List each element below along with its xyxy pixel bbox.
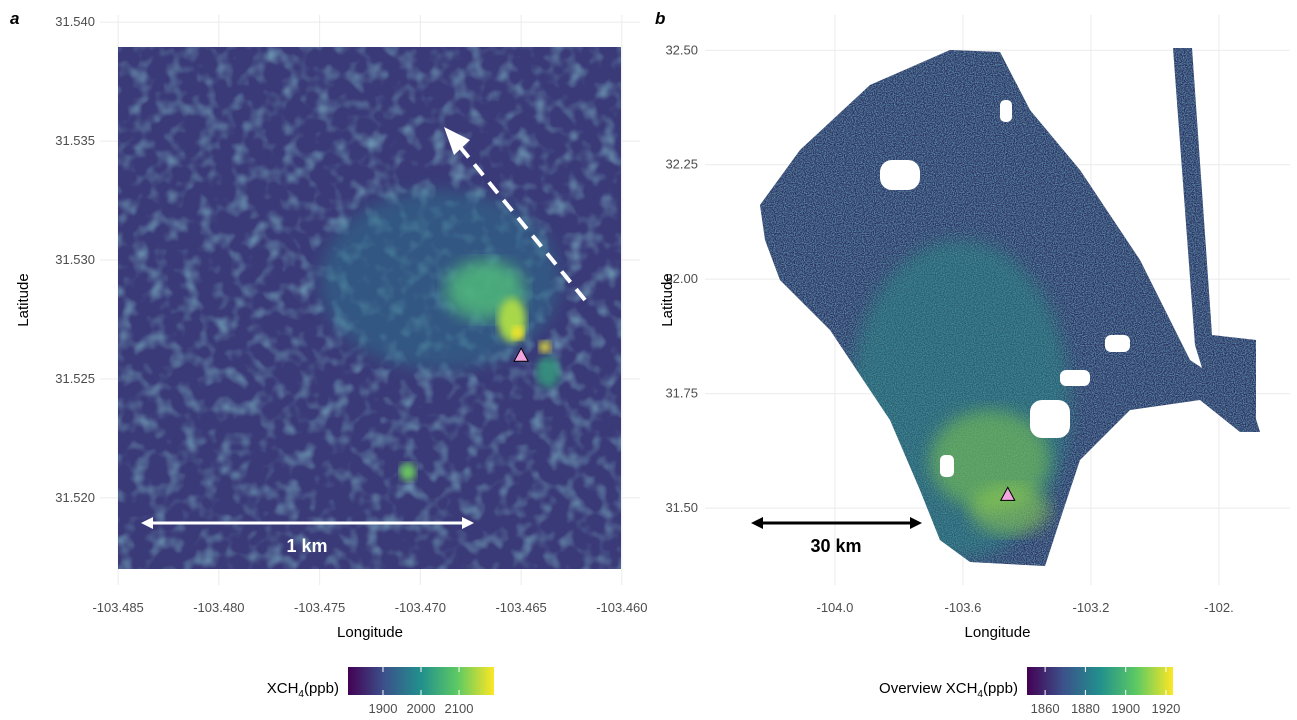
y-tick-label: 31.75: [665, 386, 698, 401]
x-tick-label: -103.475: [294, 600, 345, 615]
colorbar-title: Overview XCH4(ppb): [879, 680, 1018, 700]
y-tick-label: 31.530: [55, 252, 95, 267]
site-marker: [999, 486, 1016, 501]
y-tick-label: 31.540: [55, 14, 95, 29]
raster-a: [118, 47, 621, 569]
colorbar-tick-label: 1860: [1031, 701, 1060, 716]
colorbar-title-sub: 4: [977, 689, 983, 700]
x-tick-label: -103.485: [92, 600, 143, 615]
y-tick-label: 32.25: [665, 157, 698, 172]
colorbar-title-sub: 4: [298, 689, 304, 700]
x-tick-label: -103.460: [596, 600, 647, 615]
y-tick-label: 31.525: [55, 371, 95, 386]
colorbar-tick-label: 1900: [1111, 701, 1140, 716]
colorbar-title-unit: (ppb): [304, 680, 339, 697]
y-axis-title: Latitude: [659, 273, 676, 326]
colorbar: [1027, 667, 1173, 695]
x-axis-title: Longitude: [337, 624, 403, 641]
colorbar-tick-label: 1900: [369, 701, 398, 716]
y-tick-label: 31.520: [55, 490, 95, 505]
panel-label: a: [10, 9, 19, 28]
x-tick-label: -103.2: [1073, 600, 1110, 615]
colorbar-tick-label: 2000: [407, 701, 436, 716]
scale-annotation: 30 km: [810, 536, 861, 556]
site-marker: [513, 347, 529, 362]
y-tick-label: 32.00: [665, 271, 698, 286]
y-tick-label: 32.50: [665, 42, 698, 57]
colorbar-tick-label: 1920: [1151, 701, 1180, 716]
x-tick-label: -103.470: [395, 600, 446, 615]
x-tick-label: -103.6: [945, 600, 982, 615]
x-tick-label: -102.: [1204, 600, 1234, 615]
colorbar-tick-label: 1880: [1071, 701, 1100, 716]
x-tick-label: -103.480: [193, 600, 244, 615]
y-tick-label: 31.535: [55, 133, 95, 148]
colorbar-tick-label: 2100: [445, 701, 474, 716]
colorbar-title-unit: (ppb): [983, 680, 1018, 697]
x-tick-label: -104.0: [816, 600, 853, 615]
y-tick-label: 31.50: [665, 500, 698, 515]
x-axis-title: Longitude: [965, 624, 1031, 641]
colorbar-title-main: Overview XCH: [879, 680, 977, 697]
y-axis-title: Latitude: [15, 273, 32, 326]
panel-label: b: [655, 9, 665, 28]
scale-annotation: 1 km: [286, 536, 327, 556]
colorbar-title-main: XCH: [267, 680, 299, 697]
x-tick-label: -103.465: [495, 600, 546, 615]
colorbar-title: XCH4(ppb): [267, 680, 339, 700]
